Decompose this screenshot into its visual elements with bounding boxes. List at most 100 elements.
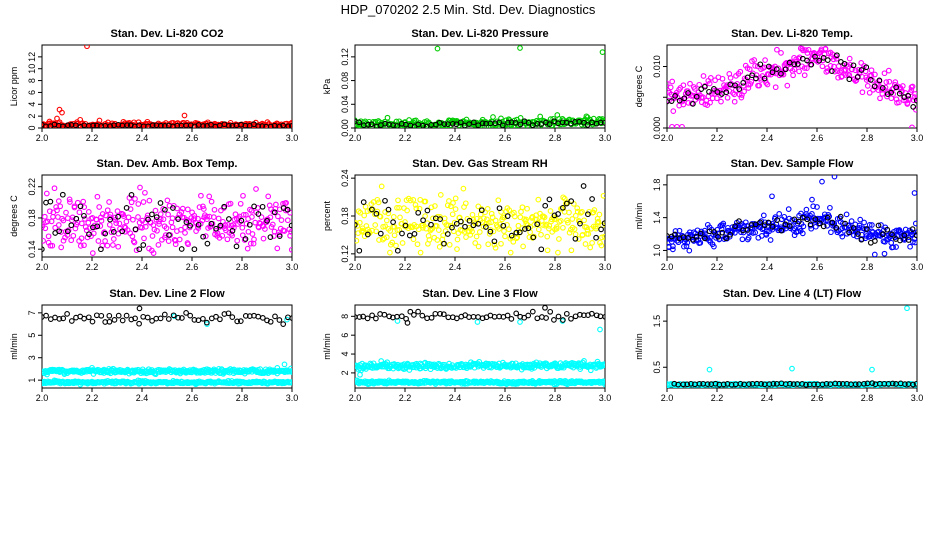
data-point bbox=[373, 228, 380, 235]
data-point bbox=[772, 84, 779, 91]
data-point bbox=[162, 206, 168, 213]
data-point bbox=[566, 229, 573, 236]
data-point bbox=[267, 214, 274, 221]
data-point bbox=[871, 83, 878, 90]
data-point bbox=[593, 312, 600, 319]
data-point bbox=[149, 122, 156, 128]
data-point bbox=[883, 79, 890, 85]
data-point bbox=[715, 233, 721, 240]
data-point bbox=[428, 314, 435, 321]
data-point bbox=[544, 233, 551, 240]
data-point bbox=[547, 208, 554, 214]
data-point bbox=[106, 221, 113, 228]
data-point bbox=[56, 106, 63, 113]
y-tick-label: 0.5 bbox=[652, 361, 662, 374]
y-tick-label: 6 bbox=[340, 333, 350, 338]
panel-6: Stan. Dev. Sample Flow 2.0 2.2 2.4 2.6 2.8 3.0… bbox=[634, 158, 923, 272]
data-point bbox=[110, 242, 116, 248]
data-point bbox=[763, 232, 770, 238]
figure-title: HDP_070202 2.5 Min. Std. Dev. Diagnostic… bbox=[340, 2, 596, 17]
data-point bbox=[796, 54, 803, 61]
data-point bbox=[560, 224, 566, 231]
data-point bbox=[807, 221, 814, 228]
data-point bbox=[782, 66, 789, 73]
data-point bbox=[112, 214, 119, 221]
series-1-min bbox=[355, 45, 605, 128]
x-tick-label: 2.2 bbox=[711, 262, 724, 272]
data-point bbox=[60, 217, 67, 224]
data-point bbox=[760, 225, 767, 232]
data-point bbox=[711, 243, 717, 250]
data-point bbox=[175, 314, 181, 321]
data-point bbox=[275, 213, 281, 220]
data-point bbox=[204, 213, 210, 220]
data-point bbox=[356, 119, 363, 126]
data-point bbox=[791, 216, 798, 223]
data-point bbox=[237, 318, 244, 324]
data-point bbox=[913, 106, 917, 113]
x-tick-label: 2.8 bbox=[236, 133, 249, 143]
data-point bbox=[800, 47, 806, 54]
data-point bbox=[897, 237, 903, 244]
plot-area bbox=[355, 305, 605, 388]
data-point bbox=[391, 232, 398, 239]
data-point bbox=[476, 229, 483, 235]
data-point bbox=[265, 193, 272, 200]
data-point bbox=[786, 215, 793, 222]
data-point bbox=[288, 369, 292, 375]
data-point bbox=[787, 380, 793, 387]
data-point bbox=[42, 225, 49, 232]
data-point bbox=[800, 223, 807, 230]
data-point bbox=[441, 121, 448, 127]
data-point bbox=[149, 233, 156, 239]
data-point bbox=[359, 227, 366, 234]
data-point bbox=[832, 68, 838, 75]
data-point bbox=[452, 195, 459, 202]
data-point bbox=[700, 73, 707, 79]
data-point bbox=[801, 72, 808, 79]
data-point bbox=[701, 235, 708, 242]
data-point bbox=[720, 220, 727, 227]
data-point bbox=[373, 315, 379, 322]
data-point bbox=[269, 221, 276, 228]
data-point bbox=[185, 241, 191, 248]
data-point bbox=[500, 222, 507, 229]
data-point bbox=[178, 246, 185, 252]
data-point bbox=[831, 175, 838, 180]
data-point bbox=[202, 233, 209, 239]
data-point bbox=[70, 232, 77, 239]
data-point bbox=[131, 239, 138, 246]
data-point bbox=[577, 209, 584, 216]
data-point bbox=[379, 236, 386, 243]
data-point bbox=[885, 67, 892, 74]
data-point bbox=[200, 203, 206, 210]
y-tick-label: 0.12 bbox=[340, 48, 350, 66]
x-tick-label: 3.0 bbox=[911, 393, 924, 403]
data-point bbox=[113, 220, 120, 226]
data-point bbox=[215, 215, 222, 222]
data-point bbox=[791, 66, 798, 73]
x-tick-label: 3.0 bbox=[286, 393, 299, 403]
y-tick-label: 0.18 bbox=[27, 209, 37, 227]
data-point bbox=[141, 235, 147, 242]
data-point bbox=[413, 117, 419, 124]
data-point bbox=[893, 244, 899, 250]
data-point bbox=[56, 228, 62, 235]
panel-4: Stan. Dev. Amb. Box Temp. 2.0 2.2 2.4 2.6 2.8… bbox=[9, 158, 298, 272]
data-point bbox=[884, 226, 891, 233]
data-point bbox=[487, 228, 494, 235]
data-point bbox=[120, 213, 127, 219]
data-point bbox=[731, 98, 738, 105]
data-point bbox=[191, 317, 198, 323]
data-point bbox=[557, 218, 564, 224]
data-point bbox=[719, 229, 726, 236]
data-point bbox=[137, 377, 143, 384]
data-point bbox=[868, 67, 875, 74]
data-point bbox=[288, 365, 292, 372]
data-point bbox=[55, 222, 62, 228]
data-point bbox=[559, 116, 566, 122]
x-tick-label: 2.8 bbox=[861, 393, 874, 403]
x-tick-label: 2.0 bbox=[349, 393, 362, 403]
data-point bbox=[848, 218, 855, 224]
data-point bbox=[907, 243, 913, 250]
